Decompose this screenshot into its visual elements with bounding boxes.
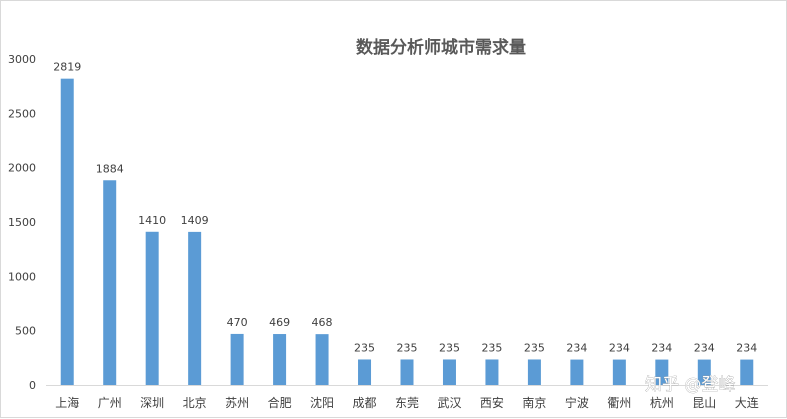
bar	[655, 359, 669, 385]
bar-value-label: 234	[736, 342, 757, 355]
bar-value-label: 1410	[138, 214, 166, 227]
bar	[527, 359, 541, 385]
bar-value-label: 468	[312, 316, 333, 329]
x-tick-label: 沈阳	[310, 395, 334, 410]
bar-value-label: 234	[566, 342, 587, 355]
x-tick-label: 深圳	[140, 396, 164, 410]
bar	[188, 231, 202, 385]
bar-value-label: 235	[481, 341, 502, 354]
bar	[60, 78, 74, 385]
bar-value-label: 234	[694, 342, 715, 355]
y-axis: 0 500 1000 1500 2000 2500 3000	[8, 53, 36, 392]
x-tick-label: 上海	[55, 395, 79, 410]
bar	[697, 359, 711, 385]
bar-value-label: 234	[651, 342, 672, 355]
bar	[485, 359, 499, 385]
bar-value-label: 235	[439, 341, 460, 354]
bar-value-label: 235	[397, 341, 418, 354]
x-tick-label: 大连	[735, 395, 759, 410]
bars-group	[60, 78, 754, 385]
x-tick-label: 广州	[98, 396, 122, 410]
x-tick-label: 东莞	[395, 396, 419, 410]
bar-value-label: 1409	[181, 214, 209, 227]
y-tick-label: 2000	[8, 162, 36, 175]
x-tick-label: 南京	[522, 395, 546, 410]
bar-value-label: 470	[227, 316, 248, 329]
x-tick-label: 成都	[353, 396, 377, 410]
bar	[315, 334, 329, 385]
bar-value-label: 234	[609, 342, 630, 355]
bar	[145, 231, 159, 385]
x-tick-label: 昆山	[692, 396, 716, 410]
y-tick-label: 2500	[8, 107, 36, 120]
bar	[740, 359, 754, 385]
y-tick-label: 3000	[8, 53, 36, 66]
x-tick-label: 合肥	[268, 395, 292, 410]
bar	[442, 359, 456, 385]
y-tick-label: 500	[15, 325, 36, 338]
x-tick-label: 武汉	[437, 396, 461, 410]
bar-value-label: 235	[354, 341, 375, 354]
bar	[358, 359, 372, 385]
bar	[273, 334, 287, 385]
bar	[103, 180, 117, 385]
y-tick-label: 0	[29, 379, 36, 392]
x-tick-label: 西安	[480, 395, 504, 410]
watermark-text: 知乎 @登峰	[645, 375, 735, 395]
bar-value-label: 1884	[96, 162, 124, 175]
y-tick-label: 1500	[8, 216, 36, 229]
x-axis: 上海 广州 深圳 北京 苏州 合肥 沈阳 成都 东莞 武汉 西安 南京 宁波 衢州 杭州 昆山 大连	[55, 395, 759, 410]
x-tick-label: 衢州	[607, 396, 631, 410]
bar	[570, 359, 584, 385]
x-tick-label: 宁波	[565, 395, 589, 410]
y-tick-label: 1000	[8, 270, 36, 283]
chart-title: 数据分析师城市需求量	[356, 37, 526, 58]
bar	[400, 359, 414, 385]
bar-value-label: 469	[269, 316, 290, 329]
x-tick-label: 杭州	[650, 395, 674, 410]
bar	[230, 333, 244, 385]
data-labels-group: 2819 1884 1410 1409 470 469 468 235 235 235 235 235…	[53, 61, 757, 355]
bar	[612, 359, 626, 385]
bar-value-label: 2819	[53, 61, 81, 74]
x-tick-label: 北京	[183, 396, 207, 410]
bar-value-label: 235	[524, 341, 545, 354]
x-tick-label: 苏州	[225, 396, 249, 410]
